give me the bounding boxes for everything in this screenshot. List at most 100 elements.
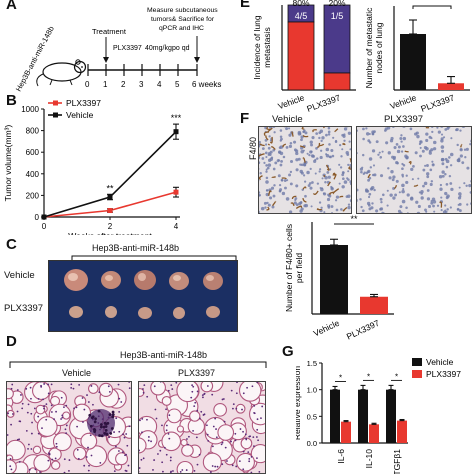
nucleus bbox=[28, 443, 30, 446]
ihc-nucleus bbox=[449, 206, 452, 209]
alveolus bbox=[176, 381, 200, 403]
ihc-nucleus bbox=[297, 130, 302, 135]
ihc-nucleus bbox=[309, 186, 313, 190]
f480-positive-cell bbox=[291, 131, 294, 137]
e1-category-label: Vehicle bbox=[276, 92, 305, 111]
f480-positive-cell bbox=[267, 143, 270, 146]
nucleus bbox=[157, 453, 159, 455]
ihc-nucleus bbox=[308, 153, 311, 157]
f480-positive-cell bbox=[342, 206, 348, 212]
ihc-nucleus bbox=[300, 138, 303, 142]
nucleus bbox=[20, 394, 22, 396]
nodule-nucleus bbox=[99, 425, 103, 429]
ihc-nucleus bbox=[446, 194, 450, 198]
ihc-nucleus bbox=[414, 151, 418, 155]
ihc-nucleus bbox=[349, 148, 352, 151]
ihc-nucleus bbox=[392, 196, 396, 200]
nucleus bbox=[161, 461, 164, 464]
b-x-tick-label: 2 bbox=[108, 222, 113, 231]
nucleus bbox=[179, 470, 182, 473]
ihc-nucleus bbox=[309, 167, 312, 171]
ihc-nucleus bbox=[264, 151, 268, 155]
ihc-nucleus bbox=[327, 126, 331, 130]
nucleus bbox=[25, 387, 28, 390]
ihc-nucleus bbox=[277, 159, 281, 162]
ihc-nucleus bbox=[320, 139, 323, 142]
nucleus bbox=[120, 401, 123, 403]
ihc-nucleus bbox=[328, 143, 331, 146]
ihc-nucleus bbox=[400, 134, 403, 137]
ihc-nucleus bbox=[260, 206, 265, 211]
nucleus bbox=[10, 468, 13, 471]
nucleus bbox=[10, 387, 13, 390]
alveolus bbox=[51, 460, 61, 470]
nucleus bbox=[115, 417, 118, 420]
f-category-label: Vehicle bbox=[312, 318, 341, 339]
ihc-nucleus bbox=[347, 203, 351, 206]
nucleus bbox=[230, 389, 233, 392]
drug-label: PLX3397 bbox=[113, 45, 142, 52]
ihc-nucleus bbox=[288, 144, 293, 148]
ihc-nucleus bbox=[409, 127, 413, 131]
nucleus bbox=[257, 439, 259, 442]
f-bar bbox=[320, 245, 348, 314]
nucleus bbox=[87, 446, 89, 449]
nucleus bbox=[125, 433, 128, 435]
ihc-nucleus bbox=[375, 209, 379, 213]
g-bar-plx3397 bbox=[397, 420, 407, 443]
nucleus bbox=[147, 439, 150, 442]
f480-positive-cell bbox=[325, 164, 330, 171]
ihc-nucleus bbox=[264, 143, 268, 146]
f480-positive-cell bbox=[404, 150, 409, 153]
g-category-label: TGFβ1 bbox=[392, 449, 402, 474]
ihc-nucleus bbox=[319, 155, 323, 160]
alveolus bbox=[213, 402, 227, 417]
f-significance: ** bbox=[350, 214, 358, 224]
ihc-nucleus bbox=[328, 155, 332, 159]
panel-b-tumor-volume-chart: 0 200 400 600 800 1000 0 2 4 Tumor volume(mm³) Wee… bbox=[3, 98, 182, 235]
ihc-nucleus bbox=[300, 171, 304, 175]
nucleus bbox=[196, 409, 199, 412]
g-y-tick-label: 0.5 bbox=[307, 412, 317, 421]
g-bar-vehicle bbox=[358, 389, 368, 443]
nucleus bbox=[85, 456, 88, 458]
nucleus bbox=[146, 395, 149, 398]
nucleus bbox=[205, 424, 208, 427]
ihc-nucleus bbox=[466, 203, 469, 206]
nucleus bbox=[37, 432, 40, 435]
ihc-nucleus bbox=[267, 203, 271, 207]
nucleus bbox=[211, 445, 214, 448]
ihc-nucleus bbox=[424, 164, 427, 167]
b-y-tick-label: 600 bbox=[26, 148, 40, 157]
nucleus bbox=[73, 407, 75, 410]
ihc-nucleus bbox=[440, 137, 444, 141]
b-y-tick-label: 200 bbox=[26, 191, 40, 200]
ihc-nucleus bbox=[430, 199, 433, 203]
nucleus bbox=[211, 465, 214, 467]
ihc-nucleus bbox=[330, 149, 334, 153]
ihc-nucleus bbox=[422, 184, 425, 188]
alveolus bbox=[176, 460, 194, 474]
panel-c-bracket bbox=[71, 255, 237, 261]
ihc-nucleus bbox=[338, 163, 341, 166]
nucleus bbox=[196, 463, 199, 466]
nucleus bbox=[152, 469, 154, 471]
ihc-nucleus bbox=[318, 201, 322, 204]
nucleus bbox=[138, 467, 141, 469]
f480-positive-cell bbox=[258, 175, 263, 181]
ihc-nucleus bbox=[327, 130, 331, 134]
e2-category-label: PLX3397 bbox=[419, 92, 456, 113]
ihc-nucleus bbox=[464, 156, 467, 159]
f480-positive-cell bbox=[263, 131, 269, 137]
ihc-nucleus bbox=[386, 204, 389, 207]
g-y-tick-label: 0.0 bbox=[307, 439, 317, 448]
e2-bar bbox=[400, 34, 426, 90]
ihc-nucleus bbox=[399, 137, 403, 140]
nodule-nucleus bbox=[111, 410, 115, 414]
ihc-nucleus bbox=[432, 204, 435, 208]
alveolus bbox=[189, 410, 201, 422]
ihc-nucleus bbox=[439, 187, 443, 191]
ihc-nucleus bbox=[278, 184, 282, 187]
ihc-nucleus bbox=[266, 201, 269, 205]
ihc-nucleus bbox=[302, 149, 305, 152]
